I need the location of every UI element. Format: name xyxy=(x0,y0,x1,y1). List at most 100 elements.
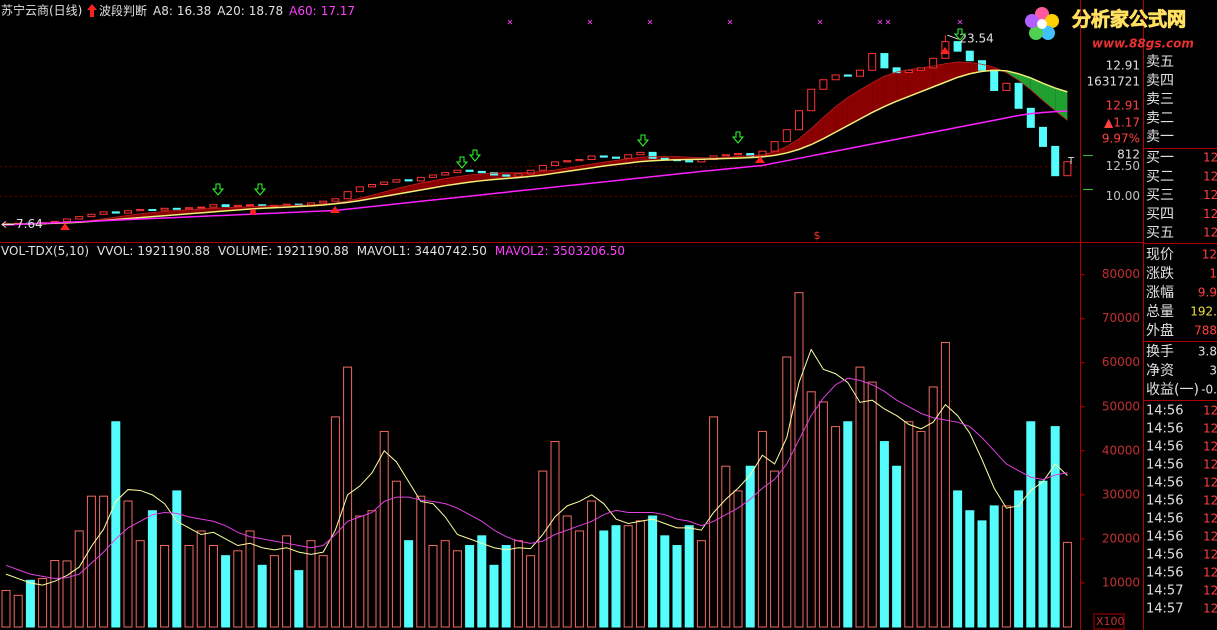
ma-line xyxy=(5,110,1068,226)
volume-bar xyxy=(855,366,865,628)
candle xyxy=(453,169,462,174)
legend-name: A8: xyxy=(153,4,173,18)
unit-label: X100 xyxy=(1096,615,1125,628)
volume-bar xyxy=(355,515,365,628)
quote-label: 净资 xyxy=(1146,363,1174,379)
book-label: 卖三 xyxy=(1146,92,1174,108)
buy-signal xyxy=(636,134,650,147)
candle xyxy=(978,60,986,71)
y-tick-label: 10.00 xyxy=(1106,189,1140,203)
candle xyxy=(477,170,486,174)
signal-dot xyxy=(250,209,256,215)
legend-value: 18.78 xyxy=(249,4,283,18)
volume-bar xyxy=(465,545,475,628)
candle xyxy=(392,179,401,183)
candle xyxy=(343,191,352,200)
buy-signal xyxy=(953,28,967,41)
buy-signal xyxy=(468,149,482,162)
legend-value: 17.17 xyxy=(321,4,355,18)
y-tick-label: 50000 xyxy=(1102,399,1140,413)
last-marker: T xyxy=(1067,156,1075,167)
candle xyxy=(551,161,559,166)
candle xyxy=(819,79,828,90)
candle xyxy=(233,204,242,208)
candle xyxy=(185,207,193,210)
volume-bar xyxy=(160,545,170,628)
sell-signal xyxy=(60,223,70,230)
chart-title: 苏宁云商(日线) xyxy=(1,3,82,18)
price-panel: 10.00 12.50 23.54 7.64 苏宁云商(日线) 波段判断 A8: 16.38 A… xyxy=(0,3,1140,242)
volume-bar xyxy=(318,555,328,628)
volume-bar xyxy=(648,515,658,628)
side-readout: 812 xyxy=(1117,148,1140,162)
candle xyxy=(136,209,145,212)
volume-bar xyxy=(172,490,182,628)
candle xyxy=(148,209,157,211)
candle xyxy=(721,154,730,157)
logo-flower xyxy=(1025,7,1059,40)
ma-ribbon xyxy=(896,69,909,102)
volume-bar xyxy=(208,545,218,628)
quote-value: 9.9 xyxy=(1198,286,1217,300)
side-readout: 12.91 xyxy=(1106,59,1140,73)
low-arrow-head xyxy=(1,221,7,228)
ma-line xyxy=(5,69,1068,226)
volume-bar xyxy=(1001,505,1011,628)
volume-bar xyxy=(379,430,389,628)
top-mark xyxy=(507,19,513,25)
buy-signal xyxy=(211,183,225,196)
legend-name: A20: xyxy=(217,4,245,18)
ma-ribbon xyxy=(945,61,958,83)
candle xyxy=(160,207,169,211)
candle xyxy=(246,204,254,207)
candle xyxy=(1039,126,1047,147)
volume-bar xyxy=(733,490,743,628)
unit-box xyxy=(1093,613,1125,630)
ma-ribbon xyxy=(555,168,568,174)
volume-bar xyxy=(587,500,597,628)
quote-label: 换手 xyxy=(1146,343,1174,360)
book-value: 12 xyxy=(1203,151,1217,165)
volume-bar xyxy=(99,495,109,628)
tick-time: 14:56 xyxy=(1146,494,1183,509)
candle xyxy=(63,218,71,222)
tick-time: 14:56 xyxy=(1146,404,1183,419)
volume-bar xyxy=(831,426,841,628)
book-label: 买一 xyxy=(1146,150,1174,166)
legend: 波段判断 A8: 16.38 A20: 18.78 A60: 17.17 xyxy=(99,3,355,18)
stat-name: VOLUME: xyxy=(218,244,272,258)
stat-value: 1921190.88 xyxy=(276,244,349,258)
quote-value: 1 xyxy=(1209,267,1217,281)
volume-bar xyxy=(696,540,706,628)
tick-time: 14:56 xyxy=(1146,530,1183,545)
volume-bar xyxy=(892,465,902,628)
candle xyxy=(99,211,108,215)
top-mark xyxy=(885,19,891,25)
candle xyxy=(209,204,218,208)
indicator-name: 波段判断 xyxy=(99,3,147,18)
candle xyxy=(331,198,340,202)
candle xyxy=(795,110,803,131)
volume-bar xyxy=(1,589,11,628)
volume-bar xyxy=(745,465,755,628)
book-label: 买二 xyxy=(1146,169,1174,185)
candle xyxy=(441,172,450,176)
tick-time: 14:56 xyxy=(1146,512,1183,527)
volume-bar xyxy=(196,530,206,628)
volume-bar xyxy=(599,530,609,628)
volume-bar xyxy=(1050,426,1060,628)
candle xyxy=(111,211,120,214)
quote-label: 外盘 xyxy=(1146,322,1174,339)
legend-name: A60: xyxy=(289,4,317,18)
candle xyxy=(404,179,413,182)
volume-bar xyxy=(684,525,694,628)
ma-ribbon xyxy=(359,195,372,201)
volume-bar xyxy=(477,535,487,628)
ma-ribbon xyxy=(811,117,824,145)
legend: VOL-TDX(5,10) VVOL: 1921190.88 VOLUME: 19211… xyxy=(1,244,625,258)
candle xyxy=(587,155,596,161)
book-label: 买三 xyxy=(1146,188,1174,204)
volume-bar xyxy=(440,540,450,628)
volume-bar xyxy=(1026,421,1036,628)
